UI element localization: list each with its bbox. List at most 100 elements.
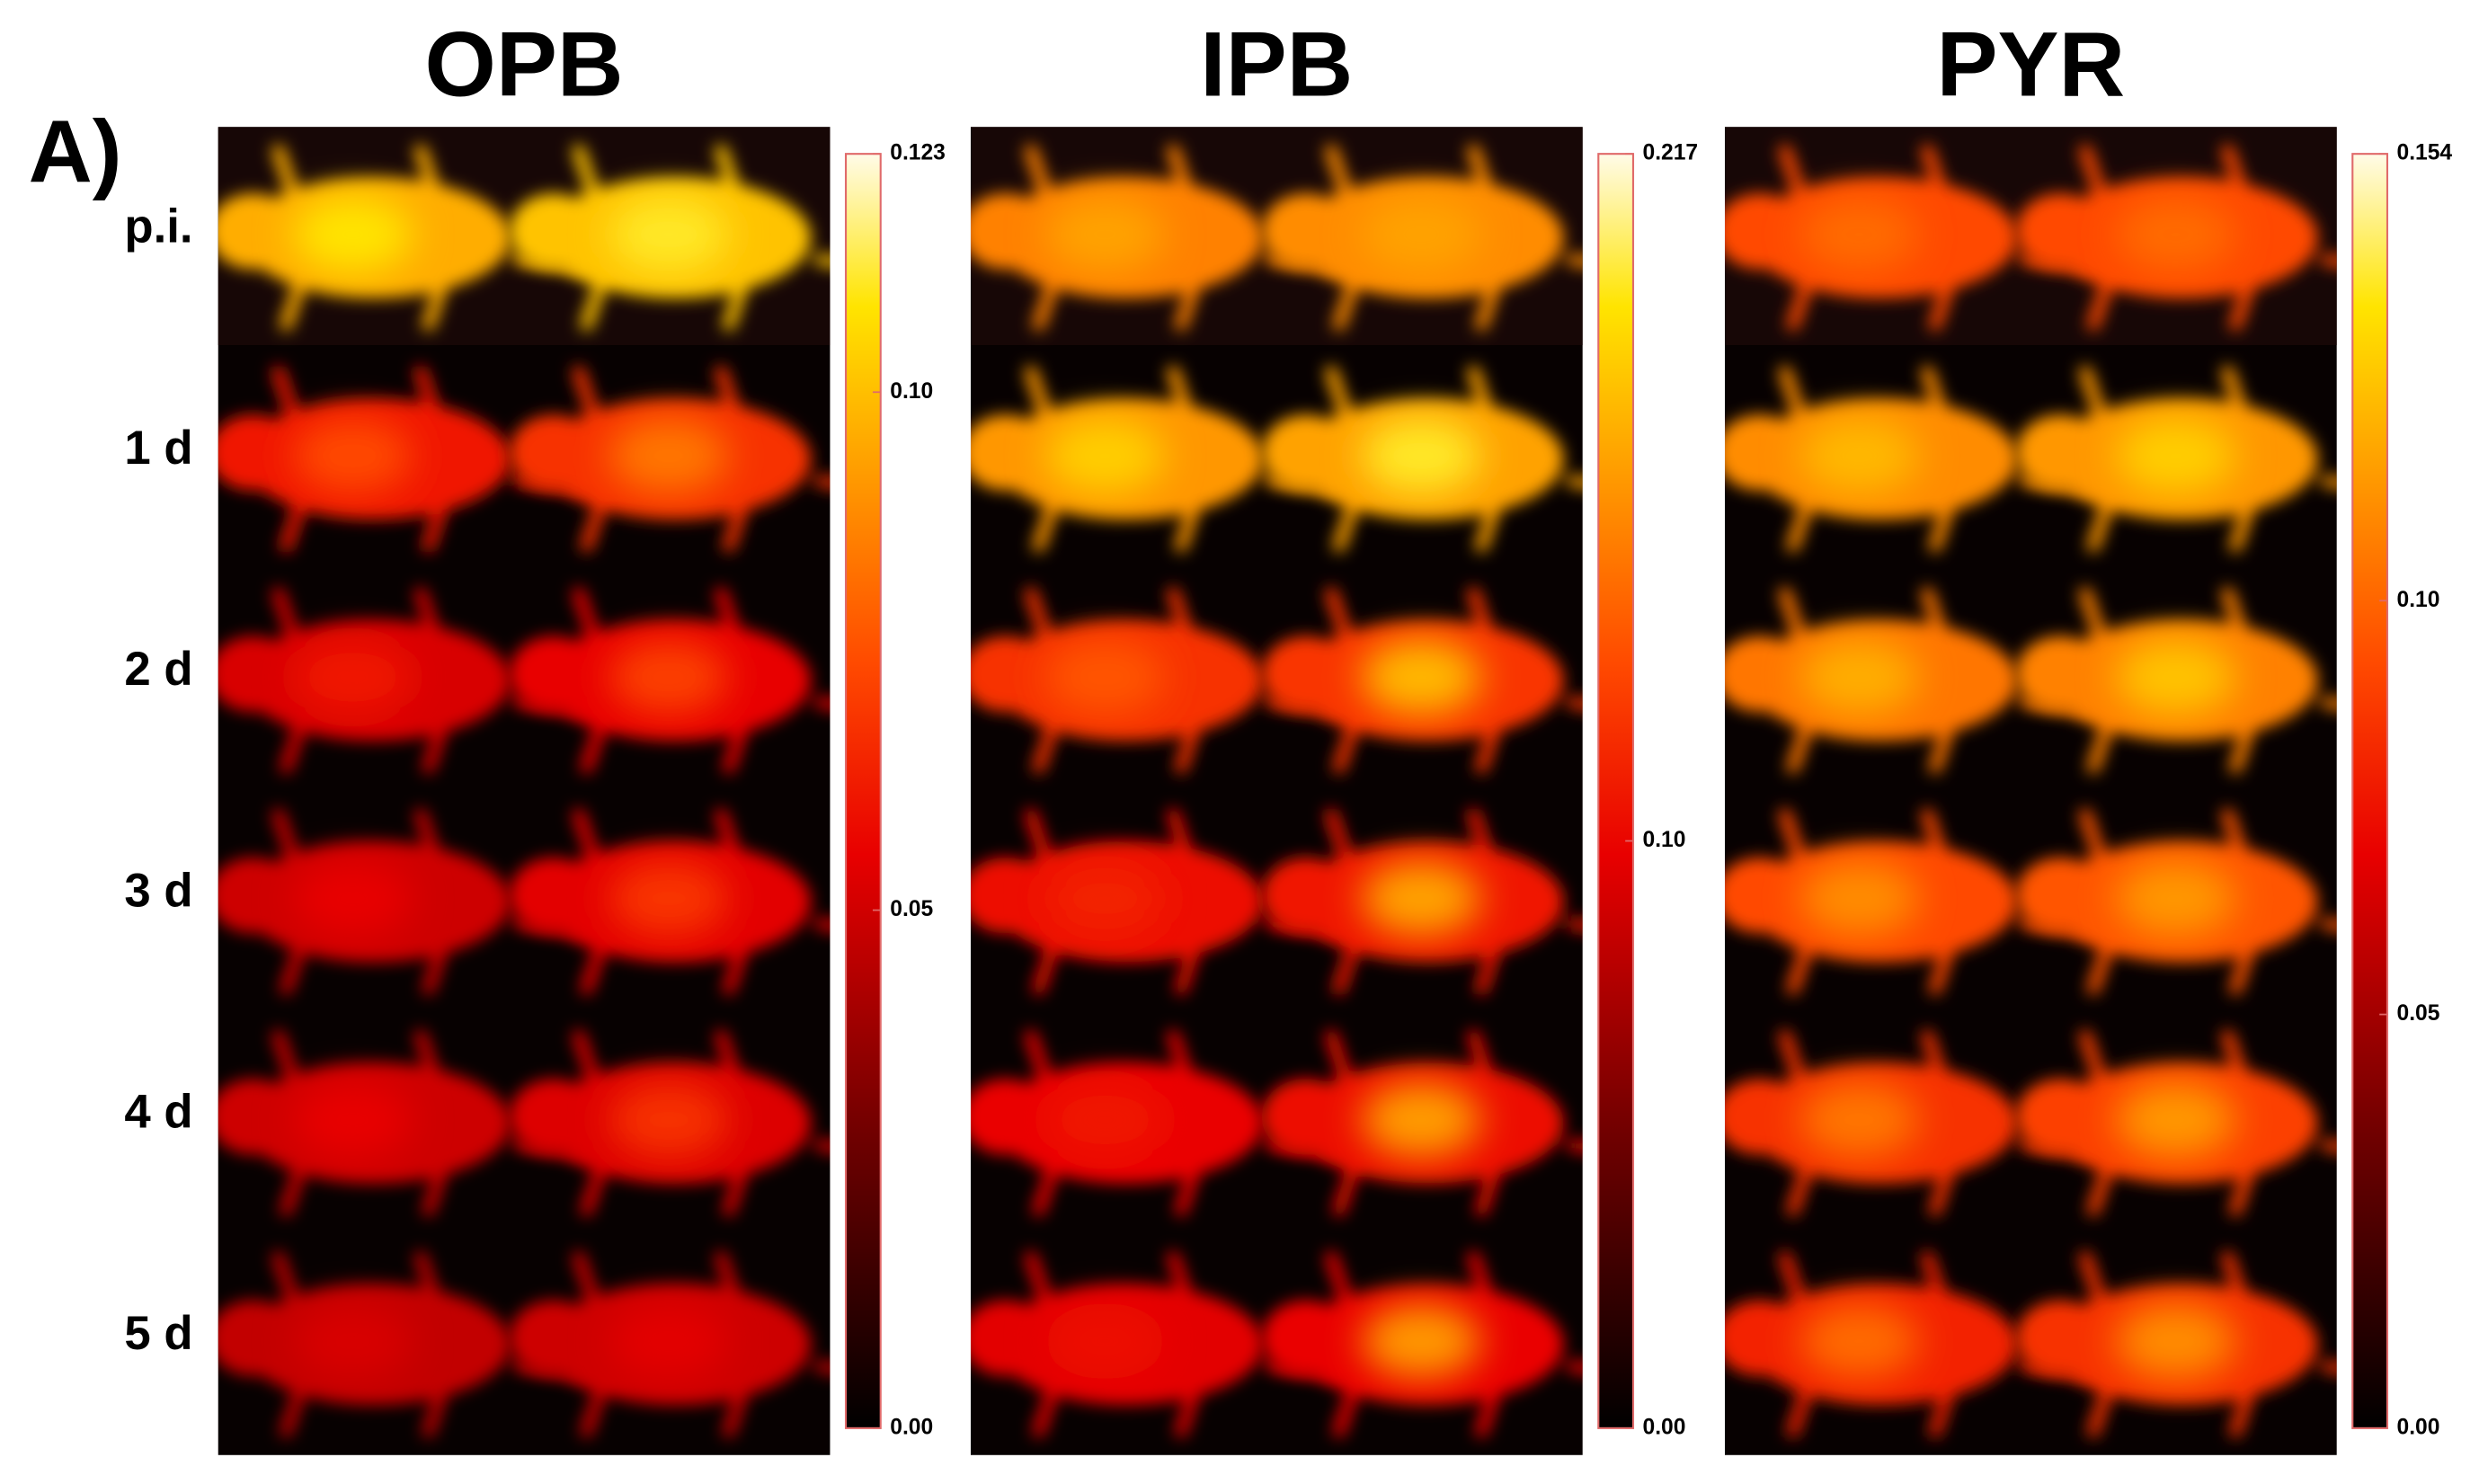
row-label: 4 d (124, 1086, 192, 1139)
mouse-hotspot (2115, 1302, 2236, 1380)
mouse-head (1261, 193, 1351, 270)
mouse-head (218, 1300, 298, 1376)
mouse (2015, 1250, 2337, 1438)
mouse-hotspot (1361, 1302, 1482, 1380)
mouse-hotspot (292, 1081, 413, 1159)
mouse-head (1724, 857, 1804, 934)
mouse-head (509, 635, 598, 713)
mouse-hotspot (1799, 196, 1920, 273)
mouse-head (1261, 857, 1351, 934)
mouse-head (1724, 1079, 1804, 1155)
mouse-hotspot (1799, 417, 1920, 494)
colorbar-tick-label: 0.05 (2397, 1001, 2440, 1026)
image-background (218, 127, 831, 1455)
mouse-hotspot (1361, 196, 1482, 273)
mouse-hotspot (609, 1081, 729, 1159)
mouse-head (1261, 1079, 1351, 1155)
mouse-hotspot (292, 1302, 413, 1380)
row-label: 5 d (124, 1307, 192, 1360)
mouse-hotspot (609, 639, 729, 715)
mouse-hotspot (1361, 860, 1482, 937)
mouse (2015, 587, 2337, 774)
mouse-hotspot (1361, 639, 1482, 715)
mouse-head (2015, 1079, 2105, 1155)
mouse-head (2015, 193, 2105, 270)
mouse-hotspot (609, 196, 729, 273)
colorbar (2351, 153, 2389, 1429)
mouse (970, 144, 1388, 332)
mouse-hotspot (1044, 1081, 1166, 1159)
mouse-head (218, 857, 298, 934)
colorbar-tick-label: 0.10 (890, 379, 933, 404)
mouse-hotspot (2115, 639, 2236, 715)
panel-title: IPB (1200, 13, 1353, 116)
image-panel (1724, 127, 2337, 1455)
mouse-head (509, 1079, 598, 1155)
mouse-head (218, 1079, 298, 1155)
mouse-head (2015, 1300, 2105, 1376)
colorbar-tick-label: 0.10 (1643, 828, 1686, 852)
mouse-hotspot (292, 639, 413, 715)
image-panel (970, 127, 1583, 1455)
row-label: 2 d (124, 643, 192, 696)
mouse-hotspot (1361, 417, 1482, 494)
mouse-hotspot (1799, 1302, 1920, 1380)
mouse-head (970, 414, 1050, 491)
mouse-head (970, 635, 1050, 713)
mouse-head (2015, 857, 2105, 934)
mouse-hotspot (292, 417, 413, 494)
mouse-hotspot (1044, 417, 1166, 494)
mouse-hotspot (2115, 417, 2236, 494)
mice (218, 144, 831, 1438)
mouse-head (970, 1079, 1050, 1155)
row-label: 3 d (124, 864, 192, 917)
mouse-hotspot (1799, 1081, 1920, 1159)
row-label: 1 d (124, 422, 192, 475)
colorbar-tick-label: 0.10 (2397, 588, 2440, 612)
colorbar-tick-label: 0.05 (890, 897, 933, 921)
panel-label: A) (29, 102, 122, 200)
mouse-head (218, 635, 298, 713)
mouse-head (1724, 193, 1804, 270)
image-background (1724, 127, 2337, 1455)
mouse-hotspot (1044, 639, 1166, 715)
mouse-hotspot (292, 196, 413, 273)
mouse-head (1261, 414, 1351, 491)
colorbar (1597, 153, 1635, 1429)
mouse-head (1724, 635, 1804, 713)
mouse-hotspot (1044, 196, 1166, 273)
colorbar-tick-label: 0.154 (2397, 141, 2453, 165)
colorbar-tick-label: 0.217 (1643, 141, 1699, 165)
mouse-hotspot (2115, 196, 2236, 273)
mouse-head (1261, 635, 1351, 713)
colorbar-tick-label: 0.123 (890, 141, 946, 165)
mouse-head (509, 1300, 598, 1376)
mice (970, 144, 1583, 1438)
mouse-hotspot (2115, 1081, 2236, 1159)
mouse-hotspot (609, 417, 729, 494)
mouse-head (218, 193, 298, 270)
mouse-head (509, 193, 598, 270)
mouse-head (218, 414, 298, 491)
mouse-hotspot (1044, 1302, 1166, 1380)
mouse-hotspot (1361, 1081, 1482, 1159)
mouse-head (509, 857, 598, 934)
mouse-hotspot (292, 860, 413, 937)
mouse-hotspot (1044, 860, 1166, 937)
mouse-head (1724, 414, 1804, 491)
row-label: p.i. (124, 200, 192, 253)
mouse-head (2015, 414, 2105, 491)
panel-title: PYR (1936, 13, 2125, 116)
colorbar-tick-label: 0.00 (2397, 1415, 2440, 1439)
mouse-head (1724, 1300, 1804, 1376)
mouse-head (509, 414, 598, 491)
mice (1724, 144, 2337, 1438)
mouse-hotspot (609, 1302, 729, 1380)
colorbar-tick-label: 0.00 (890, 1415, 933, 1439)
image-panel (218, 127, 831, 1455)
mouse-hotspot (2115, 860, 2236, 937)
mouse-head (970, 1300, 1050, 1376)
colorbar (844, 153, 882, 1429)
mouse-hotspot (1799, 639, 1920, 715)
